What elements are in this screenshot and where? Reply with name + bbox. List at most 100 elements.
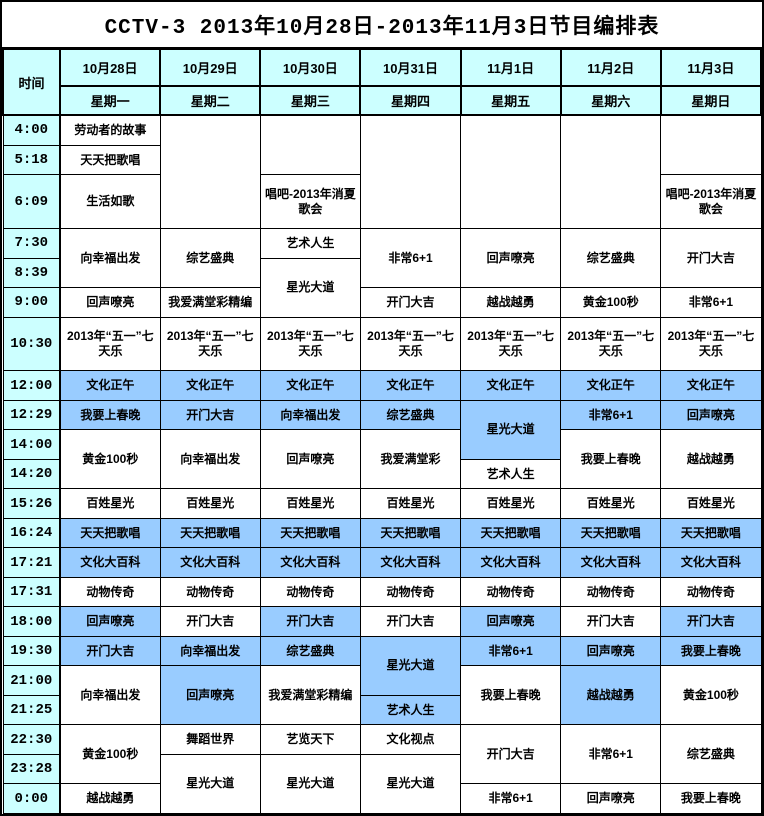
program-cell: 开门大吉 bbox=[660, 228, 762, 289]
day-date-header: 10月28日 bbox=[58, 48, 162, 87]
time-column-header: 时间 bbox=[2, 48, 61, 116]
program-cell: 开门大吉 bbox=[660, 606, 762, 637]
program-cell: 综艺盛典 bbox=[259, 635, 361, 667]
program-cell: 黄金100秒 bbox=[660, 665, 762, 726]
program-cell: 唱吧-2013年消夏歌会 bbox=[259, 174, 361, 230]
program-cell: 2013年“五一”七天乐 bbox=[59, 316, 161, 372]
program-cell: 艺术人生 bbox=[259, 228, 361, 259]
program-cell: 我要上春晚 bbox=[660, 635, 762, 667]
program-cell: 我爱满堂彩精编 bbox=[259, 665, 361, 726]
program-cell: 百姓星光 bbox=[660, 488, 762, 519]
program-cell: 向幸福出发 bbox=[59, 665, 161, 726]
program-cell: 星光大道 bbox=[159, 753, 261, 815]
program-cell: 向幸福出发 bbox=[159, 429, 261, 490]
program-cell: 黄金100秒 bbox=[59, 429, 161, 490]
program-cell: 星光大道 bbox=[460, 399, 562, 460]
program-cell-empty bbox=[359, 114, 462, 230]
program-cell: 动物传奇 bbox=[259, 576, 361, 608]
program-cell: 天天把歌唱 bbox=[159, 517, 261, 549]
program-cell: 回声嘹亮 bbox=[560, 783, 662, 814]
program-cell: 百姓星光 bbox=[359, 488, 462, 519]
program-cell: 文化大百科 bbox=[359, 547, 462, 578]
time-label: 8:39 bbox=[2, 257, 61, 289]
program-cell: 天天把歌唱 bbox=[560, 517, 662, 549]
day-date-header: 11月2日 bbox=[559, 48, 662, 87]
program-cell: 天天把歌唱 bbox=[660, 517, 762, 549]
program-cell: 天天把歌唱 bbox=[259, 517, 361, 549]
program-cell: 综艺盛典 bbox=[560, 228, 662, 289]
program-cell: 向幸福出发 bbox=[59, 228, 161, 289]
program-cell: 非常6+1 bbox=[460, 783, 562, 814]
time-label: 7:30 bbox=[2, 228, 61, 259]
day-weekday-header: 星期六 bbox=[559, 85, 662, 116]
time-label: 9:00 bbox=[2, 287, 61, 318]
program-cell: 动物传奇 bbox=[59, 576, 161, 608]
program-cell: 非常6+1 bbox=[660, 287, 762, 318]
program-cell: 我要上春晚 bbox=[560, 429, 662, 490]
program-cell: 动物传奇 bbox=[159, 576, 261, 608]
program-cell: 百姓星光 bbox=[259, 488, 361, 519]
program-cell: 天天把歌唱 bbox=[59, 144, 161, 176]
program-cell: 综艺盛典 bbox=[660, 724, 762, 785]
day-weekday-header: 星期一 bbox=[58, 85, 162, 116]
program-cell: 非常6+1 bbox=[359, 228, 462, 289]
program-cell: 文化正午 bbox=[159, 370, 261, 401]
program-cell: 向幸福出发 bbox=[259, 399, 361, 431]
program-cell: 星光大道 bbox=[359, 753, 462, 815]
program-cell: 回声嘹亮 bbox=[259, 429, 361, 490]
program-cell: 文化正午 bbox=[660, 370, 762, 401]
program-cell: 回声嘹亮 bbox=[59, 606, 161, 637]
day-weekday-header: 星期五 bbox=[459, 85, 562, 116]
program-cell: 回声嘹亮 bbox=[660, 399, 762, 431]
program-cell: 开门大吉 bbox=[460, 724, 562, 785]
day-date-header: 10月31日 bbox=[359, 48, 462, 87]
program-cell: 我爱满堂彩精编 bbox=[159, 287, 261, 318]
program-cell: 文化大百科 bbox=[460, 547, 562, 578]
program-cell: 动物传奇 bbox=[660, 576, 762, 608]
time-label: 5:18 bbox=[2, 144, 61, 176]
program-cell: 百姓星光 bbox=[460, 488, 562, 519]
program-cell: 回声嘹亮 bbox=[159, 665, 261, 726]
time-label: 14:20 bbox=[2, 458, 61, 490]
program-cell: 舞蹈世界 bbox=[159, 724, 261, 755]
program-cell-empty bbox=[460, 114, 562, 230]
day-weekday-header: 星期四 bbox=[359, 85, 462, 116]
program-cell: 综艺盛典 bbox=[159, 228, 261, 289]
program-cell: 劳动者的故事 bbox=[59, 114, 161, 146]
program-cell: 越战越勇 bbox=[460, 287, 562, 318]
program-cell: 百姓星光 bbox=[159, 488, 261, 519]
program-cell: 开门大吉 bbox=[59, 635, 161, 667]
program-cell: 天天把歌唱 bbox=[59, 517, 161, 549]
time-label: 14:00 bbox=[2, 429, 61, 460]
program-cell: 艺术人生 bbox=[460, 458, 562, 490]
program-cell: 2013年“五一”七天乐 bbox=[359, 316, 462, 372]
program-cell: 开门大吉 bbox=[259, 606, 361, 637]
program-cell: 开门大吉 bbox=[359, 287, 462, 318]
schedule-table: 时间 10月28日 10月29日 10月30日 10月31日 11月1日 11月2日 11月3… bbox=[2, 48, 763, 815]
schedule-body: 4:00 劳动者的故事 5:18 天天把歌唱 6:09 生活如歌 唱吧-2013年消夏歌会唱… bbox=[2, 114, 762, 815]
program-cell: 2013年“五一”七天乐 bbox=[159, 316, 261, 372]
time-label: 16:24 bbox=[2, 517, 61, 549]
program-cell: 非常6+1 bbox=[560, 399, 662, 431]
program-cell: 艺术人生 bbox=[359, 694, 462, 726]
time-label: 12:29 bbox=[2, 399, 61, 431]
program-cell: 非常6+1 bbox=[560, 724, 662, 785]
program-cell: 动物传奇 bbox=[560, 576, 662, 608]
program-cell-empty bbox=[560, 114, 662, 230]
program-cell: 黄金100秒 bbox=[59, 724, 161, 785]
program-cell: 文化正午 bbox=[460, 370, 562, 401]
program-cell: 星光大道 bbox=[259, 257, 361, 318]
program-cell: 我要上春晚 bbox=[460, 665, 562, 726]
program-cell: 文化大百科 bbox=[59, 547, 161, 578]
program-cell: 动物传奇 bbox=[460, 576, 562, 608]
program-cell: 2013年“五一”七天乐 bbox=[660, 316, 762, 372]
program-cell: 回声嘹亮 bbox=[59, 287, 161, 318]
time-label: 21:25 bbox=[2, 694, 61, 726]
program-cell: 2013年“五一”七天乐 bbox=[560, 316, 662, 372]
time-label: 0:00 bbox=[2, 783, 61, 814]
program-cell-empty bbox=[259, 114, 361, 176]
program-cell: 文化正午 bbox=[59, 370, 161, 401]
time-label: 12:00 bbox=[2, 370, 61, 401]
program-cell: 文化大百科 bbox=[259, 547, 361, 578]
